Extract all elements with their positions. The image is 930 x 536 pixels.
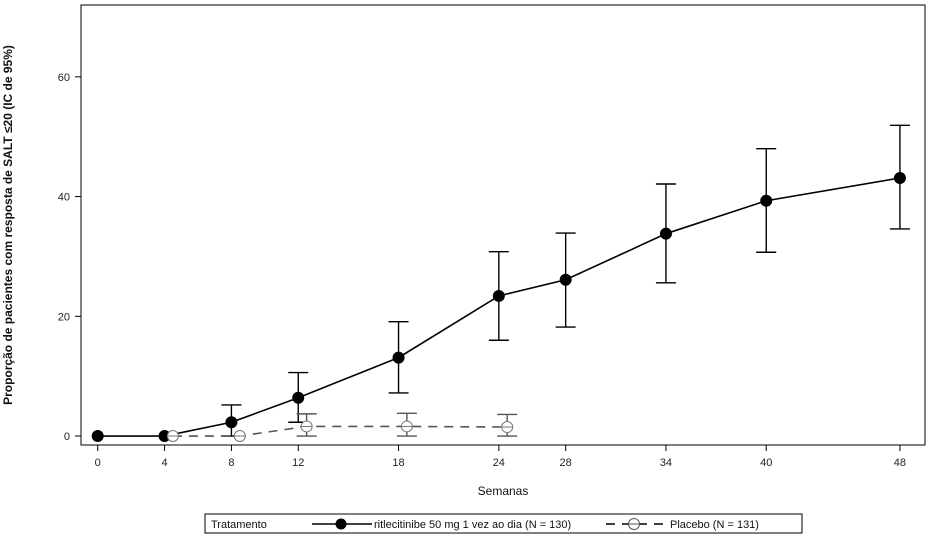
legend-item-placebo: Placebo (N = 131) — [606, 518, 759, 531]
x-tick-label: 18 — [392, 457, 404, 469]
x-axis-title: Semanas — [478, 484, 529, 498]
legend-swatch-marker — [335, 518, 347, 530]
plot-frame — [80, 4, 926, 446]
data-point — [91, 430, 104, 443]
x-tick-label: 40 — [760, 457, 772, 469]
series-ritlecitinibe — [91, 124, 910, 443]
data-point — [292, 391, 305, 404]
data-point — [233, 430, 246, 443]
y-tick-label: 40 — [58, 192, 70, 204]
data-point — [760, 194, 773, 207]
data-point — [392, 351, 405, 364]
y-tick-label: 60 — [58, 72, 70, 84]
y-axis-title: Proporção de pacientes com resposta de S… — [1, 45, 15, 405]
series-placebo — [166, 412, 518, 443]
x-tick-label: 34 — [660, 457, 672, 469]
x-tick-label: 4 — [162, 457, 168, 469]
data-point — [225, 416, 238, 429]
x-tick-label: 12 — [292, 457, 304, 469]
legend: Tratamento ritlecitinibe 50 mg 1 vez ao d… — [204, 513, 803, 534]
legend-item-ritlecitinibe: ritlecitinibe 50 mg 1 vez ao dia (N = 13… — [312, 518, 571, 531]
data-point — [559, 273, 572, 286]
data-point — [492, 289, 505, 302]
data-point — [659, 227, 672, 240]
series-layer — [91, 124, 910, 443]
x-tick-label: 24 — [493, 457, 505, 469]
x-tick-label: 8 — [228, 457, 234, 469]
legend-title: Tratamento — [211, 519, 267, 531]
series-line — [172, 425, 508, 437]
x-tick-label: 28 — [560, 457, 572, 469]
series-line — [97, 177, 901, 437]
x-axis: 0 4 8 12 18 24 28 34 40 48 — [95, 445, 906, 469]
data-point — [501, 421, 514, 434]
data-point — [400, 420, 413, 433]
legend-box — [204, 513, 803, 534]
x-tick-label: 0 — [95, 457, 101, 469]
legend-label: Placebo (N = 131) — [670, 519, 759, 531]
y-tick-label: 0 — [64, 431, 70, 443]
data-point — [300, 420, 313, 433]
x-tick-label: 48 — [894, 457, 906, 469]
data-point — [893, 172, 906, 185]
y-tick-label: 20 — [58, 311, 70, 323]
data-point — [166, 430, 179, 443]
legend-swatch-marker — [628, 518, 640, 530]
y-axis: 0 20 40 60 — [58, 72, 81, 443]
legend-label: ritlecitinibe 50 mg 1 vez ao dia (N = 13… — [374, 519, 571, 531]
